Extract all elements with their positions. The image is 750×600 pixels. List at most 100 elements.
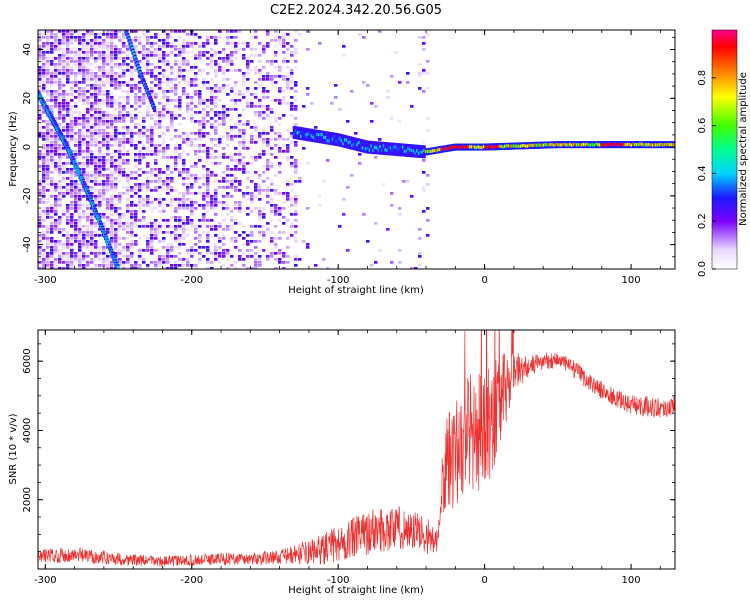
spectrogram-cell <box>254 87 258 90</box>
spectrogram-cell <box>54 69 58 72</box>
spectrogram-cell <box>230 108 234 111</box>
reflection-track-core <box>544 143 547 147</box>
spectrogram-cell <box>234 246 238 249</box>
reflection-track-core <box>614 142 618 146</box>
spectrogram-cell <box>142 249 146 252</box>
spectrogram-cell <box>94 156 98 159</box>
reflection-track-core <box>600 143 603 147</box>
spectrogram-cell <box>202 51 206 54</box>
spectrogram-cell <box>110 30 114 33</box>
spectrogram-cell <box>70 66 74 69</box>
spectrogram-cell <box>74 228 78 231</box>
spectrogram-cell <box>186 252 190 255</box>
spectrogram-cell <box>242 165 246 168</box>
spectrogram-cell <box>266 201 270 204</box>
spectrogram-cell <box>422 90 426 93</box>
spectrogram-cell <box>198 186 202 189</box>
spectrogram-cell <box>42 126 46 129</box>
spectrogram-cell <box>150 72 154 75</box>
spectrogram-cell <box>182 243 186 246</box>
spectrogram-cell <box>218 141 222 144</box>
spectrogram-cell <box>246 234 250 237</box>
spectrogram-cell <box>130 222 134 225</box>
spectrogram-cell <box>266 189 270 192</box>
spectrogram-cell <box>70 60 74 63</box>
spectrogram-cell <box>46 213 50 216</box>
spectrogram-cell <box>286 60 290 63</box>
spectrogram-cell <box>254 207 258 210</box>
spectrogram-cell <box>426 72 430 75</box>
spectrogram-cell <box>246 249 250 252</box>
spectrogram-cell <box>250 225 254 228</box>
spectrogram-cell <box>94 42 98 45</box>
spectrogram-cell <box>82 255 86 258</box>
spectrogram-cell <box>146 165 150 168</box>
spectrogram-cell <box>346 186 350 189</box>
spectrogram-cell <box>258 234 262 237</box>
spectrogram-cell <box>202 120 206 123</box>
spectrogram-cell <box>38 264 42 267</box>
spectrogram-cell <box>126 243 130 246</box>
spectrogram-cell <box>98 183 102 186</box>
spectrogram-cell <box>42 162 46 165</box>
reflection-track-halo <box>361 139 365 153</box>
spectrogram-cell <box>186 33 190 36</box>
spectrogram-cell <box>170 138 174 141</box>
spectrogram-cell <box>242 108 246 111</box>
spectrogram-cell <box>206 204 210 207</box>
spectrogram-cell <box>98 234 102 237</box>
spectrogram-cell <box>126 267 130 269</box>
spectrogram-cell <box>198 45 202 48</box>
spectrogram-cell <box>198 246 202 249</box>
spectrogram-cell <box>106 30 110 33</box>
spectrogram-cell <box>110 93 114 96</box>
spectrogram-cell <box>166 96 170 99</box>
spectrogram-cell <box>50 204 54 207</box>
spectrogram-cell <box>90 267 94 269</box>
spectrogram-cell <box>190 174 194 177</box>
spectrogram-cell <box>122 30 126 33</box>
spectrogram-cell <box>118 222 122 225</box>
spectrogram-cell <box>370 120 374 123</box>
spectrogram-cell <box>78 267 82 269</box>
spectrogram-cell <box>58 96 62 99</box>
spectrogram-cell <box>206 261 210 264</box>
reflection-track-core <box>336 139 340 143</box>
spectrogram-cell <box>118 261 122 264</box>
spectrogram-cell <box>138 207 142 210</box>
spectrogram-cell <box>98 159 102 162</box>
spectrogram-cell <box>118 171 122 174</box>
spectrogram-cell <box>258 186 262 189</box>
spectrogram-cell <box>98 45 102 48</box>
spectrogram-cell <box>130 177 134 180</box>
spectrogram-cell <box>102 153 106 156</box>
reflection-track-core <box>598 143 602 147</box>
spectrogram-cell <box>94 87 98 90</box>
spectrogram-cell <box>246 69 250 72</box>
spectrogram-cell <box>182 195 186 198</box>
reflection-track-core <box>342 142 345 146</box>
spectrogram-cell <box>102 81 106 84</box>
spectrogram-cell <box>74 195 78 198</box>
spectrogram-cell <box>94 48 98 51</box>
spectrogram-cell <box>50 159 54 162</box>
spectrogram-cell <box>94 162 98 165</box>
spectrogram-cell <box>50 261 54 264</box>
spectrogram-cell <box>74 39 78 42</box>
reflection-track-core <box>449 146 452 150</box>
spectrogram-cell <box>106 204 110 207</box>
spectrogram-cell <box>238 30 242 33</box>
spectrogram-cell <box>178 30 182 33</box>
spectrogram-cell <box>142 234 146 237</box>
spectrogram-cell <box>78 228 82 231</box>
spectrogram-cell <box>222 204 226 207</box>
spectrogram-cell <box>262 90 266 93</box>
spectrogram-cell <box>70 207 74 210</box>
spectrogram-cell <box>106 135 110 138</box>
spectrogram-cell <box>106 96 110 99</box>
spectrogram-cell <box>114 51 118 54</box>
spectrogram-cell <box>126 225 130 228</box>
spectrogram-cell <box>178 174 182 177</box>
spectrogram-cell <box>226 69 230 72</box>
spectrogram-cell <box>38 51 42 54</box>
